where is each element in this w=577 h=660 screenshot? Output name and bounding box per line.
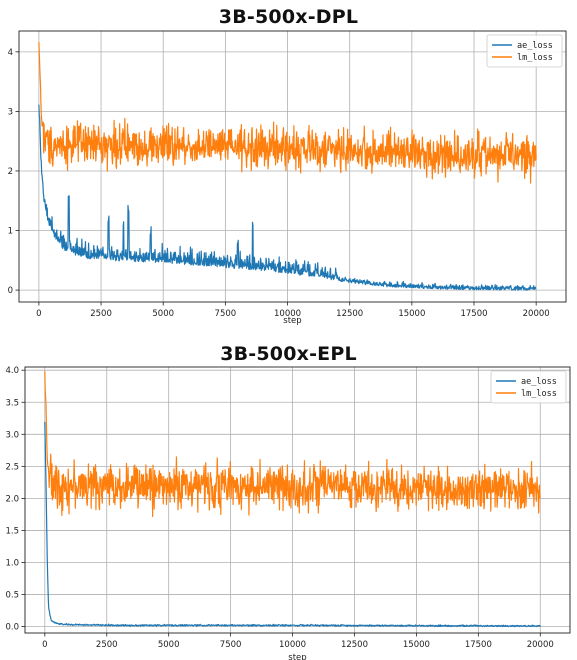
x-tick-label: 17500 — [460, 309, 487, 319]
series-line-ae-loss — [38, 104, 537, 291]
x-tick-label: 0 — [42, 640, 47, 650]
epl-loss-chart: 0 2500 5000 7500 10000 12500 15000 17500 20000 0.… — [5, 366, 571, 660]
y-tick-label: 2.5 — [5, 462, 19, 472]
chart-panel-epl: 0 2500 5000 7500 10000 12500 15000 17500 20000 0.… — [0, 340, 577, 660]
x-tick-label: 2500 — [96, 640, 118, 650]
y-tick-label: 2 — [8, 167, 13, 177]
y-tick-label: 3 — [8, 107, 13, 117]
x-tick-label: 17500 — [465, 640, 492, 650]
x-tick-label: 20000 — [523, 309, 550, 319]
plot-frame — [24, 366, 571, 634]
chart-panel-dpl: 0 2500 5000 7500 10000 12500 15000 17500 20000 0 1… — [8, 6, 567, 326]
x-tick-label: 7500 — [220, 640, 242, 650]
y-tick-label: 0.5 — [5, 591, 19, 601]
x-tick-label: 0 — [36, 309, 41, 319]
y-tick-label: 1.0 — [5, 558, 19, 568]
legend-box — [490, 370, 567, 404]
legend-label-lm-loss: lm_loss — [521, 389, 557, 399]
x-tick-label: 15000 — [403, 640, 430, 650]
legend: ae_loss lm_loss — [490, 370, 567, 404]
y-tick-label: 1.5 — [5, 526, 19, 536]
dpl-loss-chart: 0 2500 5000 7500 10000 12500 15000 17500 20000 0 1… — [8, 30, 567, 326]
plot-frame — [18, 30, 567, 303]
x-tick-label: 15000 — [398, 309, 425, 319]
x-axis-label: step — [288, 653, 306, 660]
y-tick-label: 3.0 — [5, 430, 19, 440]
x-tick-label: 20000 — [527, 640, 554, 650]
grid — [19, 31, 566, 302]
x-tick-label: 2500 — [90, 309, 112, 319]
x-tick-label: 10000 — [279, 640, 306, 650]
y-tick-label: 4 — [8, 48, 13, 58]
y-tick-label: 0.0 — [5, 623, 19, 633]
series-line-lm-loss — [38, 41, 537, 184]
x-tick-label: 5000 — [152, 309, 174, 319]
y-tick-label: 4.0 — [5, 366, 19, 376]
x-tick-label: 5000 — [158, 640, 180, 650]
y-tick-label: 1 — [8, 227, 13, 237]
x-axis-label: step — [283, 316, 301, 326]
series-line-ae-loss — [44, 421, 541, 628]
y-tick-label: 2.0 — [5, 494, 19, 504]
grid — [25, 367, 570, 633]
x-tick-label: 10000 — [274, 309, 301, 319]
y-tick-label: 0 — [8, 286, 13, 296]
chart-title: 3B-500x-EPL — [220, 343, 357, 365]
legend-label-lm-loss: lm_loss — [517, 53, 553, 63]
x-tick-label: 7500 — [215, 309, 237, 319]
series-line-lm-loss — [44, 371, 541, 518]
legend-box — [486, 34, 563, 68]
legend: ae_loss lm_loss — [486, 34, 563, 68]
y-tick-label: 3.5 — [5, 398, 19, 408]
x-tick-label: 12500 — [341, 640, 368, 650]
legend-label-ae-loss: ae_loss — [517, 41, 553, 51]
x-tick-label: 12500 — [336, 309, 363, 319]
legend-label-ae-loss: ae_loss — [521, 377, 557, 387]
chart-title: 3B-500x-DPL — [218, 6, 359, 28]
